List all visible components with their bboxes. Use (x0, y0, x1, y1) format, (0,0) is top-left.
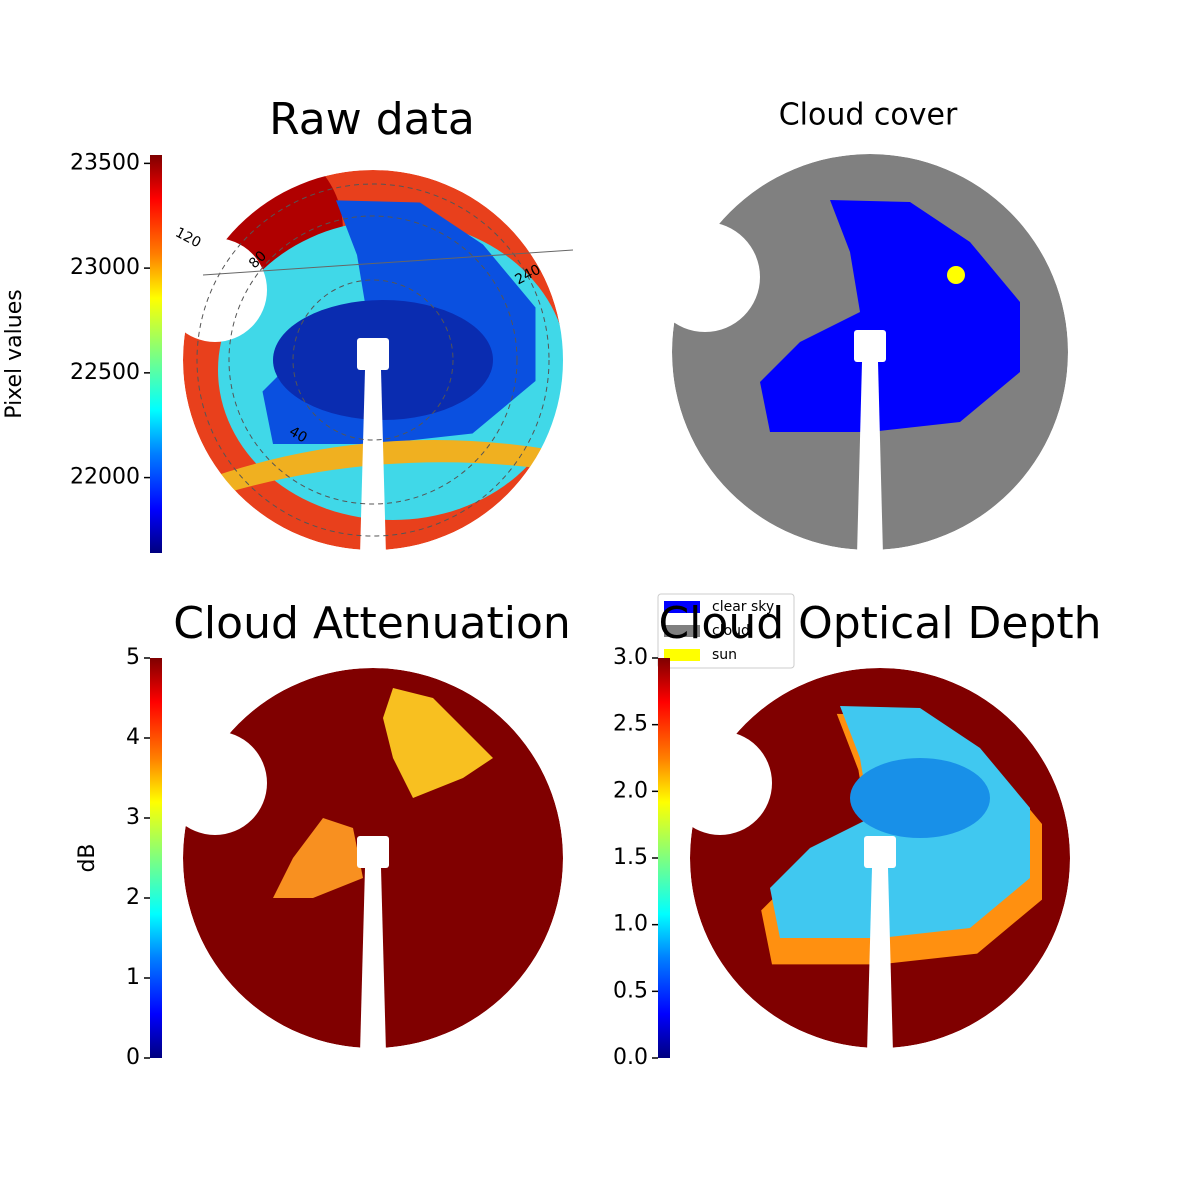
legend-swatch (664, 649, 700, 661)
colorbar-label: Pixel values (2, 289, 27, 418)
colorbar-tick-label: 1.5 (613, 845, 648, 870)
pedestal-top (357, 836, 389, 868)
legend-swatch (664, 601, 700, 613)
colorbar (150, 658, 162, 1058)
sky-band (203, 440, 553, 500)
colorbar-tick-label: 2.0 (613, 778, 648, 803)
panel-title: Cloud Optical Depth (658, 598, 1101, 649)
sky-image (163, 140, 568, 550)
colorbar-tick-label: 4 (126, 725, 140, 750)
colorbar-tick-label: 2 (126, 885, 140, 910)
legend-label: clear sky (712, 599, 774, 615)
colorbar-tick-label: 0.0 (613, 1045, 648, 1070)
pedestal (360, 370, 386, 555)
polar-grid (292, 279, 454, 441)
colorbar-tick-label: 22500 (70, 360, 140, 385)
pedestal (867, 868, 893, 1053)
polar-grid (196, 183, 550, 537)
colorbar-tick-label: 1 (126, 965, 140, 990)
colorbar-tick-label: 0 (126, 1045, 140, 1070)
sky-patch (273, 818, 363, 898)
sky-blue (850, 758, 990, 838)
pedestal-top (854, 330, 886, 362)
legend-label: cloud (712, 623, 750, 639)
colorbar-tick-label: 2.5 (613, 712, 648, 737)
colorbar-tick-label: 22000 (70, 465, 140, 490)
pedestal (857, 362, 883, 555)
pedestal (360, 868, 386, 1053)
legend: clear sky cloud sun (657, 593, 795, 669)
colorbar-tick-label: 23500 (70, 150, 140, 175)
colorbar-tick-label: 5 (126, 645, 140, 670)
sky-patch (383, 688, 493, 798)
pedestal-top (864, 836, 896, 868)
colorbar (658, 658, 670, 1058)
pedestal-top (357, 338, 389, 370)
colorbar (150, 155, 162, 553)
panel-title: Raw data (269, 94, 475, 145)
sun (947, 266, 965, 284)
colorbar-tick-label: 1.0 (613, 912, 648, 937)
colorbar-tick-label: 23000 (70, 255, 140, 280)
legend-label: sun (712, 647, 737, 663)
colorbar-tick-label: 0.5 (613, 978, 648, 1003)
colorbar-label: dB (75, 843, 100, 872)
legend-swatch (664, 625, 700, 637)
sky-blob (760, 200, 1020, 432)
colorbar-tick-label: 3.0 (613, 645, 648, 670)
colorbar-tick-label: 3 (126, 805, 140, 830)
polar-label: 40 (286, 424, 309, 447)
panel-title: Cloud Attenuation (173, 598, 571, 649)
polar-grid (228, 215, 518, 505)
polar-line (202, 249, 574, 276)
panel-title: Cloud cover (779, 98, 958, 133)
